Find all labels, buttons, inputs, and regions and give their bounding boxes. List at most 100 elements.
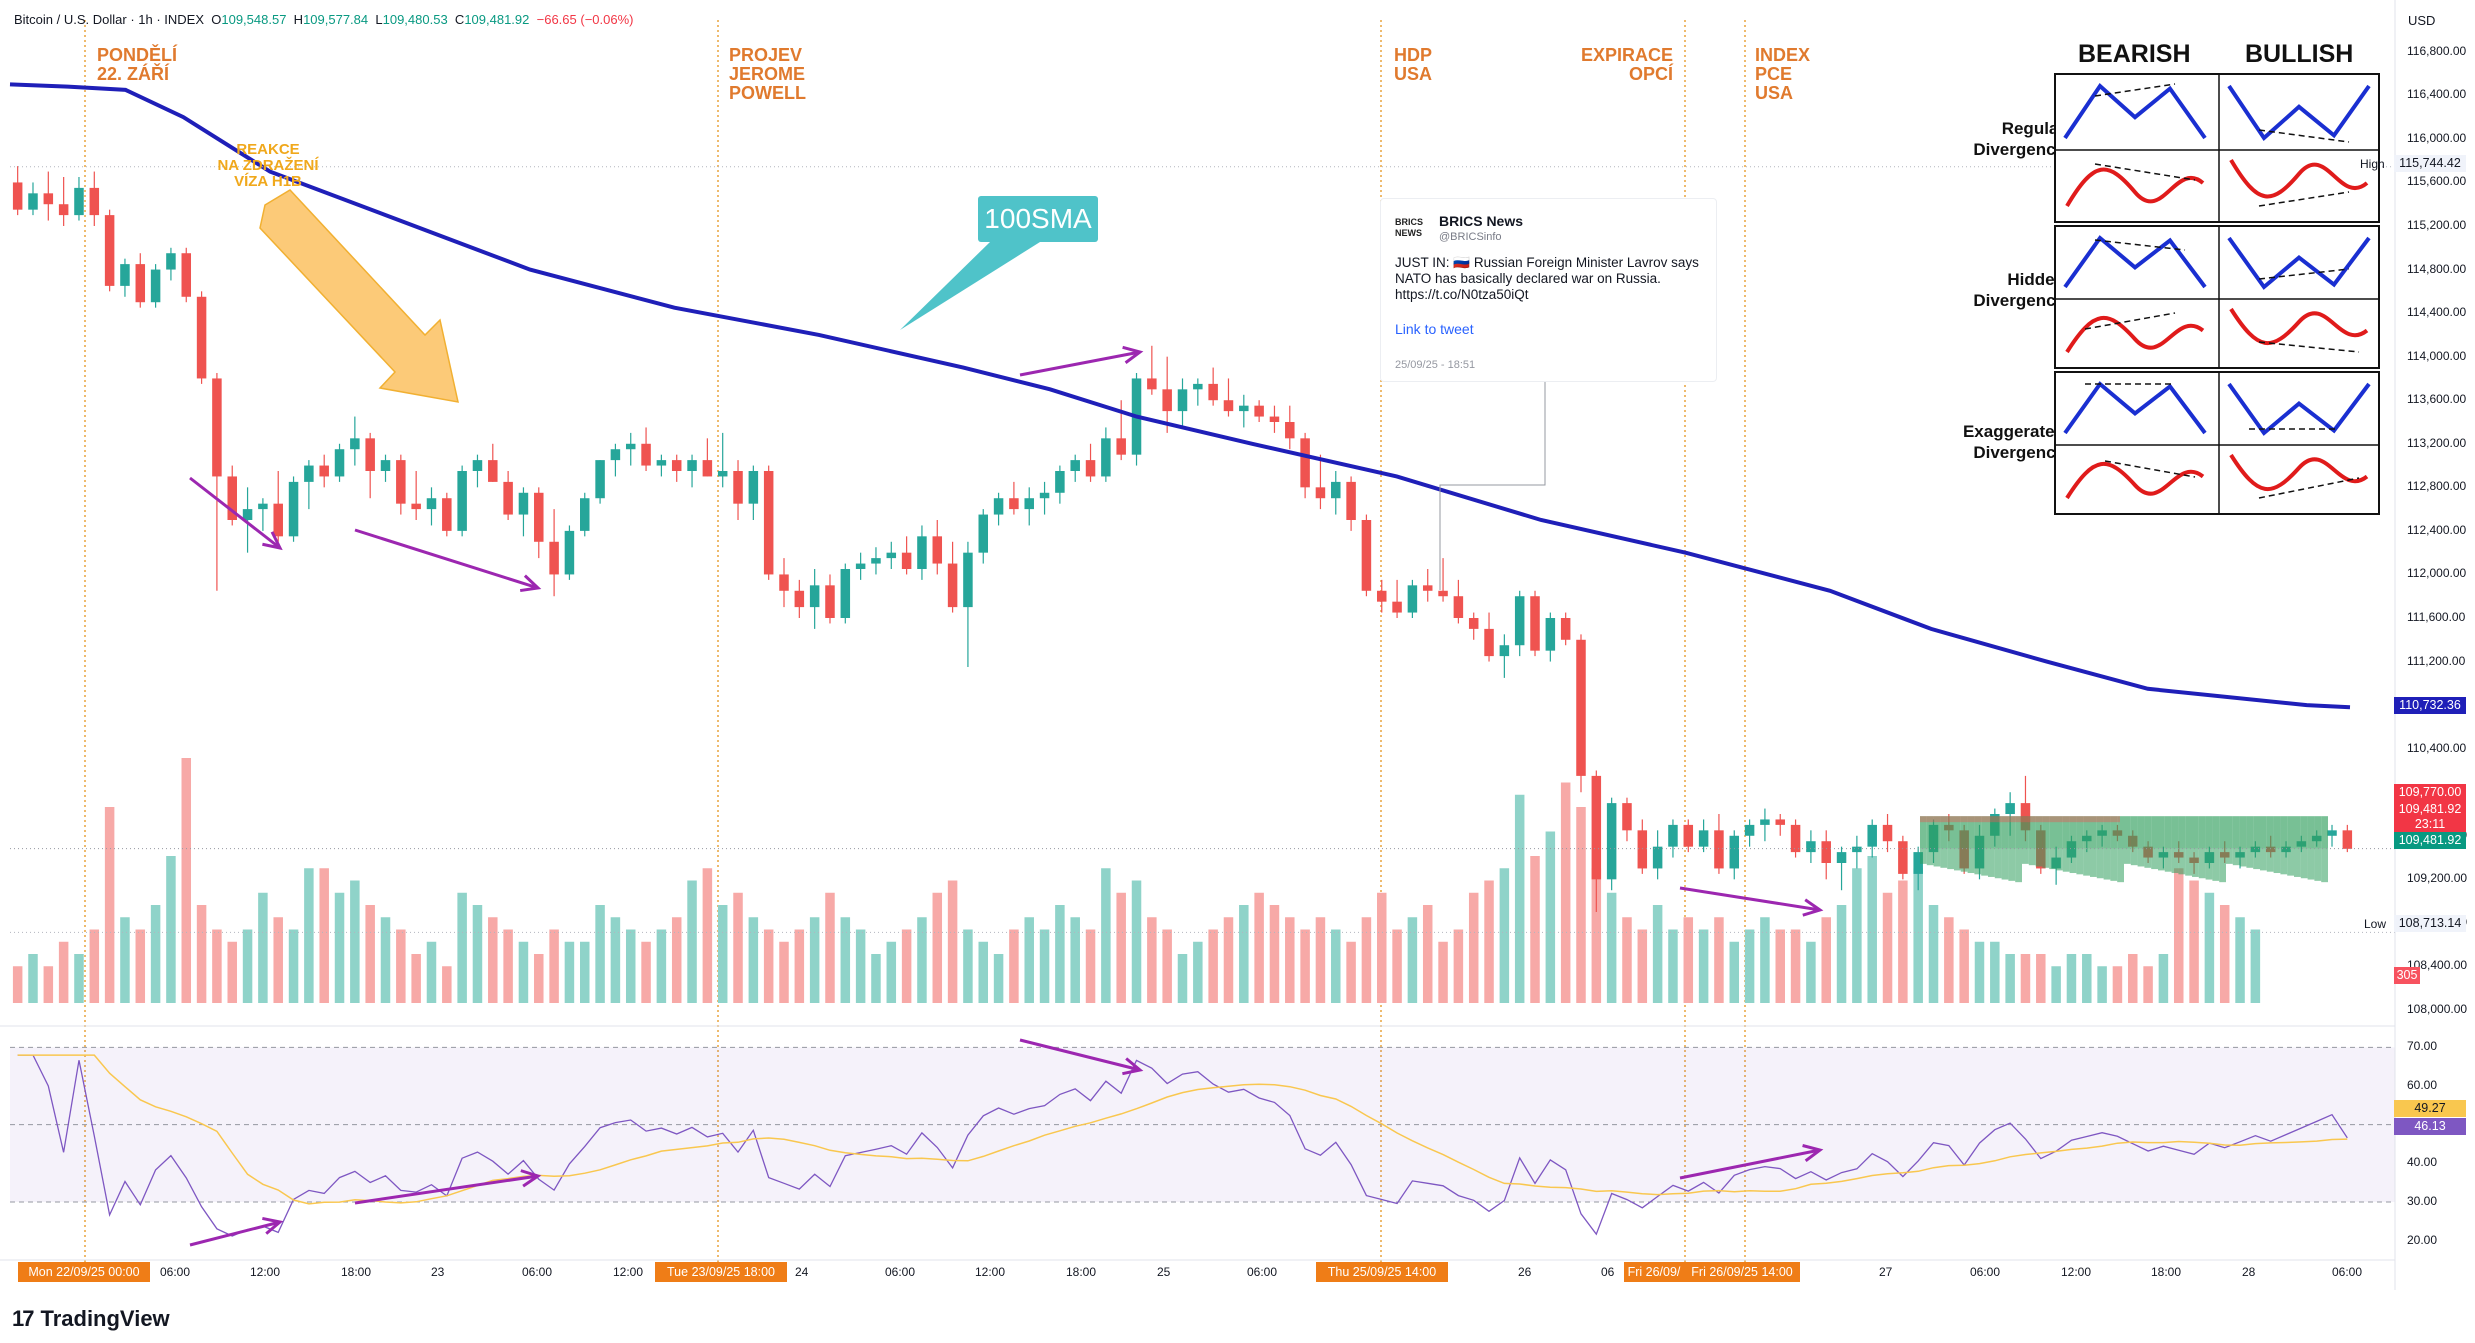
volume-bar [2204, 892, 2215, 1003]
band-profit-lower [1947, 848, 1954, 870]
band-profit [2042, 816, 2050, 849]
volume-bar [1392, 929, 1402, 1003]
tweet-connector [1439, 380, 1546, 590]
rsi-divergence-arrow [1679, 1148, 1821, 1180]
price-tick-label: 113,600.00 [2407, 392, 2467, 407]
candle-body [350, 438, 360, 450]
volume-bar [1039, 929, 1050, 1003]
volume-bar [166, 856, 176, 1003]
price-tick-label: 110,400.00 [2407, 740, 2467, 755]
volume-bar [1852, 868, 1862, 1003]
band-profit-lower [2069, 848, 2077, 874]
volume-bar [212, 929, 222, 1003]
cheatsheet-dash [2104, 460, 2196, 478]
rsi-tick-label: 70.00 [2407, 1039, 2438, 1054]
candle-body [1790, 824, 1801, 853]
volume-bar [334, 892, 345, 1003]
event-label-monday: PONDĚLÍ 22. ZÁŘÍ [97, 45, 178, 84]
band-profit-lower [1967, 848, 1975, 874]
candle-body [871, 558, 881, 564]
rsi-tick-label: 30.00 [2407, 1194, 2438, 1208]
band-profit [2151, 816, 2158, 849]
volume-bar [1928, 905, 1939, 1003]
volume-bar [1346, 941, 1356, 1003]
band-profit [2083, 816, 2090, 849]
tweet-date: 25/09/25 - 18:51 [1395, 359, 1476, 371]
volume-bar [1974, 941, 1985, 1003]
volume-bar [1070, 917, 1080, 1003]
candle-body [809, 585, 820, 608]
divergence-arrow [354, 528, 539, 590]
divergence-diagrams [2054, 73, 2380, 515]
band-profit [2164, 816, 2172, 849]
tweet-card[interactable]: BRICS NEWS BRICS News @BRICSinfo JUST IN… [1380, 198, 1717, 382]
volume-bar [1744, 929, 1755, 1003]
tradingview-brand[interactable]: 17 TradingView [12, 1306, 170, 1332]
band-profit-lower [2300, 848, 2308, 879]
volume-bar [1453, 929, 1464, 1003]
volume-bar [503, 929, 513, 1003]
cheatsheet-box [2054, 73, 2380, 223]
band-profit-lower [1933, 848, 1941, 867]
band-profit-lower [2314, 848, 2322, 881]
band-profit [2103, 816, 2111, 849]
volume-bar [886, 941, 897, 1003]
volume-bar [1147, 917, 1157, 1003]
candle-body [120, 264, 130, 286]
volume-bar [1729, 941, 1740, 1003]
volume-bar [2066, 954, 2077, 1003]
time-tick-label: 23 [431, 1265, 445, 1279]
volume-bar [2112, 966, 2123, 1003]
cheatsheet-box [2054, 225, 2380, 369]
close-value: 109,481.92 [464, 12, 530, 27]
candle-body [1315, 487, 1326, 499]
change-value: −66.65 (−0.06%) [536, 12, 634, 27]
volume-bar [1162, 929, 1172, 1003]
candle-body [150, 269, 161, 303]
volume-bar [595, 905, 605, 1003]
candle-body [1101, 438, 1111, 477]
band-profit-lower [2001, 848, 2009, 880]
volume-bar [1652, 905, 1663, 1003]
band-profit [2307, 816, 2315, 849]
candle-body [12, 182, 23, 210]
band-profit [1926, 816, 1934, 849]
reakce-arrow [259, 189, 459, 403]
band-profit-lower [2192, 848, 2199, 877]
tweet-link[interactable]: Link to tweet [1395, 321, 1474, 337]
band-profit [1994, 816, 2002, 849]
rsi-pane [0, 1025, 2395, 1237]
volume-bar [947, 880, 958, 1003]
band-profit [2294, 816, 2301, 849]
volume-bar [901, 929, 912, 1003]
currency-label[interactable]: USD [2408, 13, 2436, 28]
volume-bar [411, 954, 421, 1003]
candle-body [947, 563, 958, 608]
volume-bar [1024, 917, 1034, 1003]
volume-bar [350, 880, 360, 1003]
candle-body [442, 498, 452, 531]
candle-body [334, 449, 345, 477]
time-tick-label: 12:00 [250, 1265, 281, 1279]
candle-body [43, 193, 54, 205]
candle-body [1300, 438, 1310, 488]
volume-bar [120, 917, 130, 1003]
candle-body [1760, 819, 1770, 825]
volume-bar [2005, 954, 2015, 1003]
rsi-divergence-arrow-head [1802, 1144, 1824, 1163]
band-profit [1947, 816, 1954, 849]
candle-body [779, 574, 789, 591]
candle-body [1560, 618, 1571, 640]
band-profit-lower [2124, 848, 2131, 864]
divergence-arrow-head [1802, 898, 1824, 917]
volume-bar [181, 758, 192, 1003]
candle-body [1438, 590, 1448, 597]
volume-bar [1668, 929, 1678, 1003]
volume-bar [1606, 892, 1617, 1003]
volume-bar [1576, 807, 1586, 1003]
time-tick-label: 27 [1879, 1265, 1893, 1279]
band-profit [2212, 816, 2220, 849]
volume-bar [871, 954, 881, 1003]
candle-body [717, 471, 728, 477]
